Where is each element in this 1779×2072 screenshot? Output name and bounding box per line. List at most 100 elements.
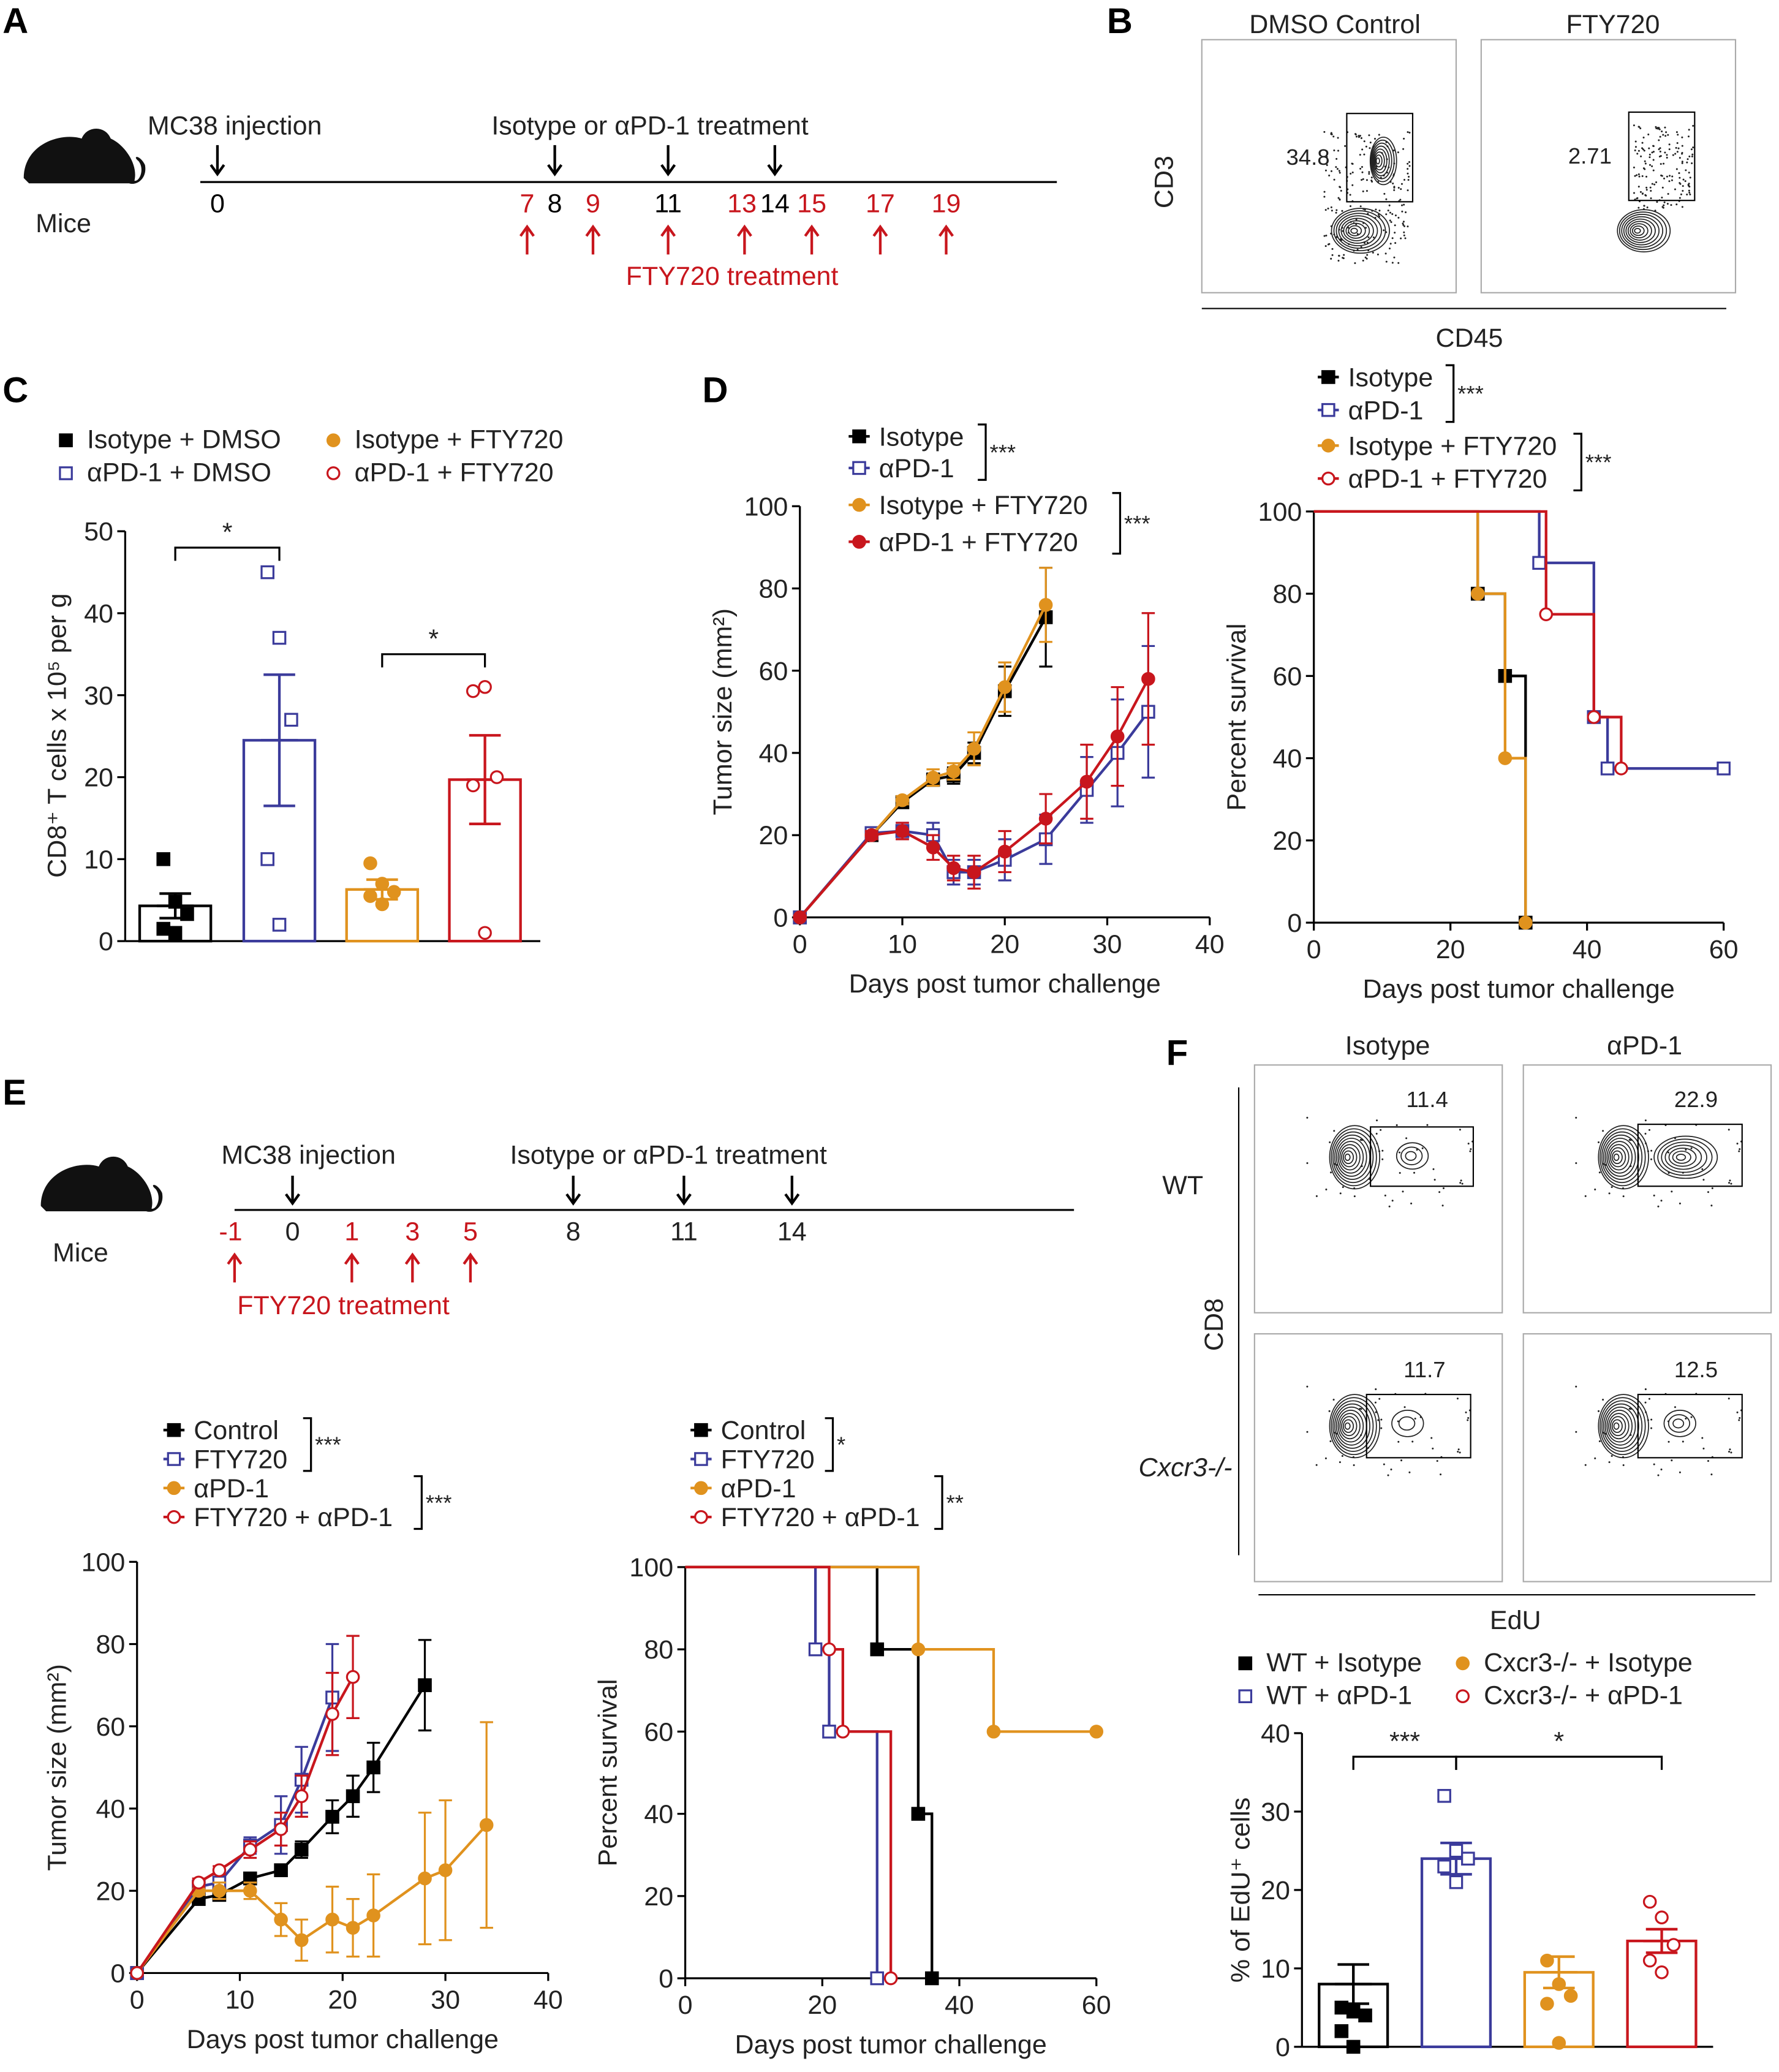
legend-marker <box>694 1481 708 1495</box>
event-dot <box>1324 169 1327 172</box>
timeline-day-label: 1 <box>344 1217 359 1246</box>
event-dot <box>1689 193 1691 195</box>
data-point <box>363 856 377 871</box>
event-dot <box>1690 1416 1693 1418</box>
contour-line <box>1331 1397 1377 1456</box>
y-tick-label: 10 <box>1261 1954 1290 1984</box>
event-dot <box>1671 1459 1673 1462</box>
event-dot <box>1391 1200 1394 1202</box>
event-dot <box>1337 149 1340 152</box>
event-dot <box>1642 148 1644 151</box>
data-point <box>294 1933 309 1948</box>
event-dot <box>1407 162 1409 165</box>
event-dot <box>1375 1411 1377 1413</box>
timeline-day-label: 0 <box>285 1217 300 1246</box>
event-dot <box>1377 181 1380 183</box>
data-point <box>478 680 492 694</box>
gate-box <box>1628 111 1696 202</box>
event-dot <box>1402 222 1404 225</box>
contour-line <box>1600 1128 1646 1187</box>
event-dot <box>1405 1137 1408 1140</box>
data-point <box>438 1863 453 1877</box>
gate-box <box>1365 1394 1471 1459</box>
data-point <box>793 910 807 924</box>
arrow-head <box>784 1193 800 1206</box>
contour-line <box>1604 1406 1636 1446</box>
event-dot <box>1355 135 1358 138</box>
event-dot <box>1348 243 1350 246</box>
event-dot <box>1653 183 1656 186</box>
data-point <box>346 1669 360 1684</box>
chart-e-growth: 0 20 40 60 80 100 0 10 20 30 40 Tumor size (mm²) Day… <box>43 1416 563 2054</box>
event-dot <box>1330 232 1332 235</box>
event-dot <box>1306 1385 1309 1388</box>
legend-marker <box>852 429 866 444</box>
event-dot <box>1378 215 1381 217</box>
data-point <box>926 770 940 785</box>
contour-line <box>1631 225 1645 236</box>
event-dot <box>1736 1411 1739 1413</box>
event-dot <box>1331 248 1334 250</box>
event-dot <box>1456 1397 1459 1400</box>
event-dot <box>1665 131 1668 134</box>
significance-label: * <box>837 1432 845 1458</box>
event-dot <box>1306 1116 1309 1119</box>
event-dot <box>1622 1187 1624 1189</box>
contour-line <box>1675 1154 1686 1161</box>
flow-plot-frame <box>1480 39 1737 293</box>
event-dot <box>1691 155 1693 157</box>
event-dot <box>1372 251 1374 254</box>
event-dot <box>1679 1471 1681 1473</box>
event-dot <box>1688 189 1690 192</box>
event-dot <box>1355 223 1358 225</box>
event-dot <box>1368 171 1370 173</box>
timeline-day-label: 14 <box>760 189 790 219</box>
event-dot <box>1666 154 1668 156</box>
legend-label: αPD-1 + FTY720 <box>1348 464 1547 494</box>
event-dot <box>1400 1459 1403 1462</box>
event-dot <box>1647 134 1650 136</box>
legend-label: αPD-1 + FTY720 <box>879 527 1078 557</box>
event-dot <box>1389 211 1391 214</box>
event-dot <box>1654 210 1656 212</box>
event-dot <box>1342 1186 1344 1189</box>
legend-marker <box>326 466 341 480</box>
gate-value: 22.9 <box>1674 1087 1718 1112</box>
arrow-head <box>463 1252 478 1265</box>
event-dot <box>1467 1419 1469 1421</box>
survival-marker <box>911 1642 926 1657</box>
event-dot <box>1645 189 1648 191</box>
arrow-head <box>660 224 676 237</box>
event-dot <box>1378 1397 1381 1400</box>
data-point <box>967 865 981 879</box>
event-dot <box>1390 221 1392 223</box>
flow-plots <box>1253 1064 1772 1582</box>
x-axis-title: Days post tumor challenge <box>1363 975 1675 1004</box>
event-dot <box>1603 1432 1605 1434</box>
event-dot <box>1710 1204 1713 1207</box>
event-dot <box>1646 206 1649 209</box>
event-dot <box>1678 172 1680 175</box>
event-dot <box>1644 160 1646 162</box>
event-dot <box>1687 184 1690 186</box>
y-tick-label: 100 <box>744 492 788 521</box>
event-dot <box>1337 137 1339 139</box>
data-point <box>1437 1859 1451 1873</box>
event-dot <box>1650 1418 1653 1421</box>
survival-marker <box>1587 710 1601 724</box>
event-dot <box>1679 197 1681 199</box>
legend-marker <box>59 433 73 447</box>
event-dot <box>1739 1148 1741 1151</box>
significance-label: *** <box>989 440 1016 465</box>
survival-marker <box>808 1642 823 1657</box>
event-dot <box>1602 1399 1604 1401</box>
y-tick-label: 0 <box>1287 909 1302 938</box>
arrow-head <box>585 224 601 237</box>
event-dot <box>1394 214 1397 217</box>
data-point <box>946 764 961 779</box>
legend-label: αPD-1 + FTY720 <box>355 458 554 487</box>
event-dot <box>1669 175 1671 177</box>
contour-line <box>1610 1416 1626 1437</box>
arrow-head <box>565 1193 581 1206</box>
panel-label-a: A <box>2 1 28 41</box>
